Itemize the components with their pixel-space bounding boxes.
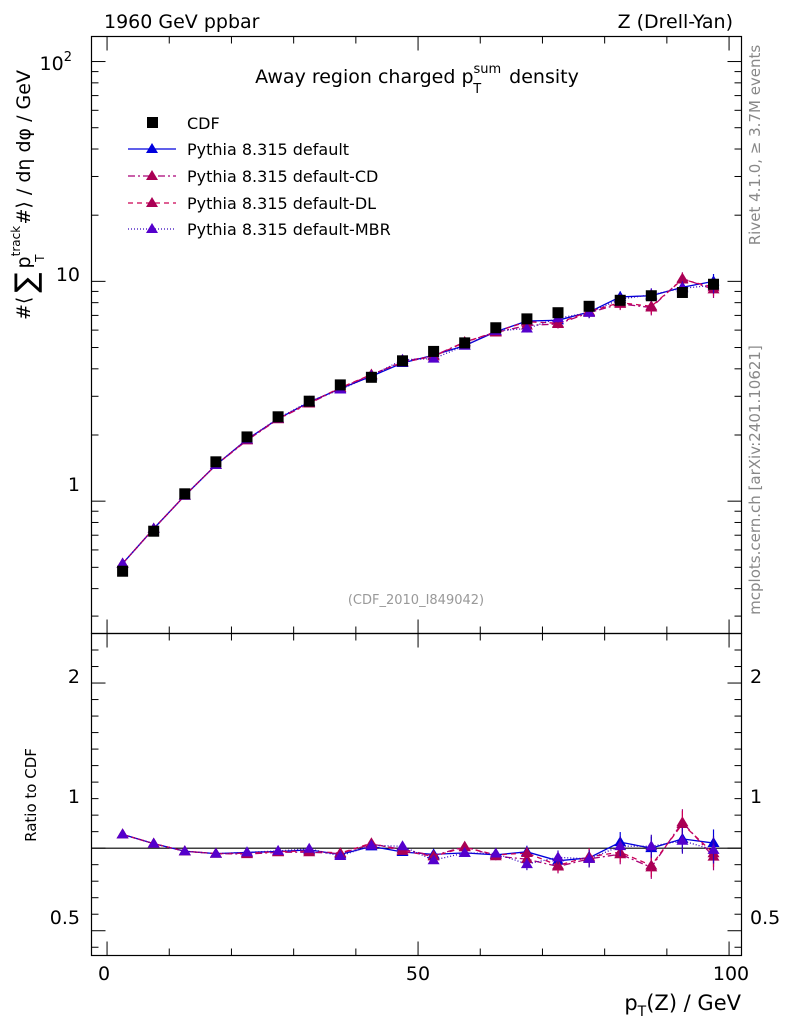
analysis-id: (CDF_2010_I849042) [348,593,484,608]
ratio-panel-frame [90,632,743,957]
data-point-cdf [365,371,377,383]
data-point-cdf [708,278,720,290]
header-right: Z (Drell-Yan) [618,11,733,33]
ratio-tick-label-right-1: 1 [750,786,762,808]
ratio-tick-label-right-2: 2 [750,666,762,688]
legend-marker-dl [146,197,158,207]
legend-marker-mbr [146,223,158,233]
series-point [427,352,440,363]
data-point-cdf [676,286,688,298]
series-line-0 [122,280,714,565]
ratio-point [241,846,254,857]
legend-marker-cdf [147,117,158,128]
legend-label-mbr: Pythia 8.315 default-MBR [187,220,391,239]
rivet-label: Rivet 4.1.0, ≥ 3.7M events [746,45,764,246]
legend-label-cdf: CDF [187,114,220,133]
ratio-point [645,859,658,870]
data-point-cdf [334,379,346,391]
data-point-cdf [272,411,284,423]
y-tick-label-1: 1 [68,474,80,496]
ratio-point [614,840,627,851]
data-point-cdf [645,290,657,302]
ratio-point [427,854,440,865]
ratio-line-2 [122,823,714,867]
ratio-point [303,842,316,853]
y-tick-label-100: 102 [40,50,72,75]
series-point [520,322,533,333]
x-tick-label-100: 100 [713,963,749,985]
data-point-cdf [552,307,564,319]
data-point-cdf [490,322,502,334]
mcplots-label: mcplots.cern.ch [arXiv:2401.10621] [746,345,764,615]
ratio-point [458,846,471,857]
data-point-cdf [179,488,191,500]
series-line-1 [122,277,714,565]
data-point-cdf [210,456,222,468]
legend-label-dl: Pythia 8.315 default-DL [187,194,376,213]
ratio-point [334,849,347,860]
legend-label-default: Pythia 8.315 default [187,140,349,159]
ratio-point [178,845,191,856]
chart-title: Away region charged psum T density [255,62,579,97]
ratio-point [147,837,160,848]
ratio-tick-label-left-05: 0.5 [50,907,80,929]
ratio-point [552,859,565,870]
ratio-point [272,844,285,855]
data-point-cdf [459,337,471,349]
series-point [645,300,658,311]
series-line-3 [122,284,714,565]
data-point-cdf [148,525,160,537]
ratio-point [520,858,533,869]
y-tick-label-10: 10 [56,264,80,286]
legend: CDF Pythia 8.315 default Pythia 8.315 de… [128,114,391,239]
ratio-point [520,847,533,858]
ratio-point [583,852,596,863]
x-tick-label-50: 50 [406,963,430,985]
legend-marker-default [146,143,158,153]
ratio-point [116,828,129,839]
ratio-point [458,841,471,852]
data-point-cdf [521,313,533,325]
header-left: 1960 GeV ppbar [104,11,260,33]
data-point-cdf [117,565,129,577]
legend-marker-cd [146,170,158,180]
svg-text:#⟨∑ptrackT#⟩ / dη dφ / GeV: #⟨∑ptrackT#⟩ / dη dφ / GeV [9,70,47,320]
data-point-cdf [397,355,409,367]
data-point-cdf [614,294,626,306]
ratio-tick-label-left-2: 2 [68,666,80,688]
ratio-point [676,818,689,829]
series-point [676,273,689,284]
series-point [116,557,129,568]
legend-label-cd: Pythia 8.315 default-CD [187,167,378,186]
ratio-point [707,843,720,854]
x-tick-label-0: 0 [98,963,110,985]
data-point-cdf [428,345,440,357]
series-line-2 [122,278,714,565]
ratio-tick-label-left-1: 1 [68,786,80,808]
ratio-point [552,851,565,862]
ratio-point [676,834,689,845]
ratio-point [209,847,222,858]
ratio-point [489,847,502,858]
data-point-cdf [583,300,595,312]
x-axis-label: pT(Z) / GeV [624,991,741,1020]
data-point-cdf [241,431,253,443]
y-axis-label: #⟨∑ptrackT#⟩ / dη dφ / GeV [9,70,47,320]
ratio-point [396,840,409,851]
ratio-point [365,839,378,850]
ratio-tick-label-right-05: 0.5 [750,907,780,929]
ratio-axis-label: Ratio to CDF [22,748,40,842]
data-point-cdf [303,395,315,407]
ratio-point [645,840,658,851]
